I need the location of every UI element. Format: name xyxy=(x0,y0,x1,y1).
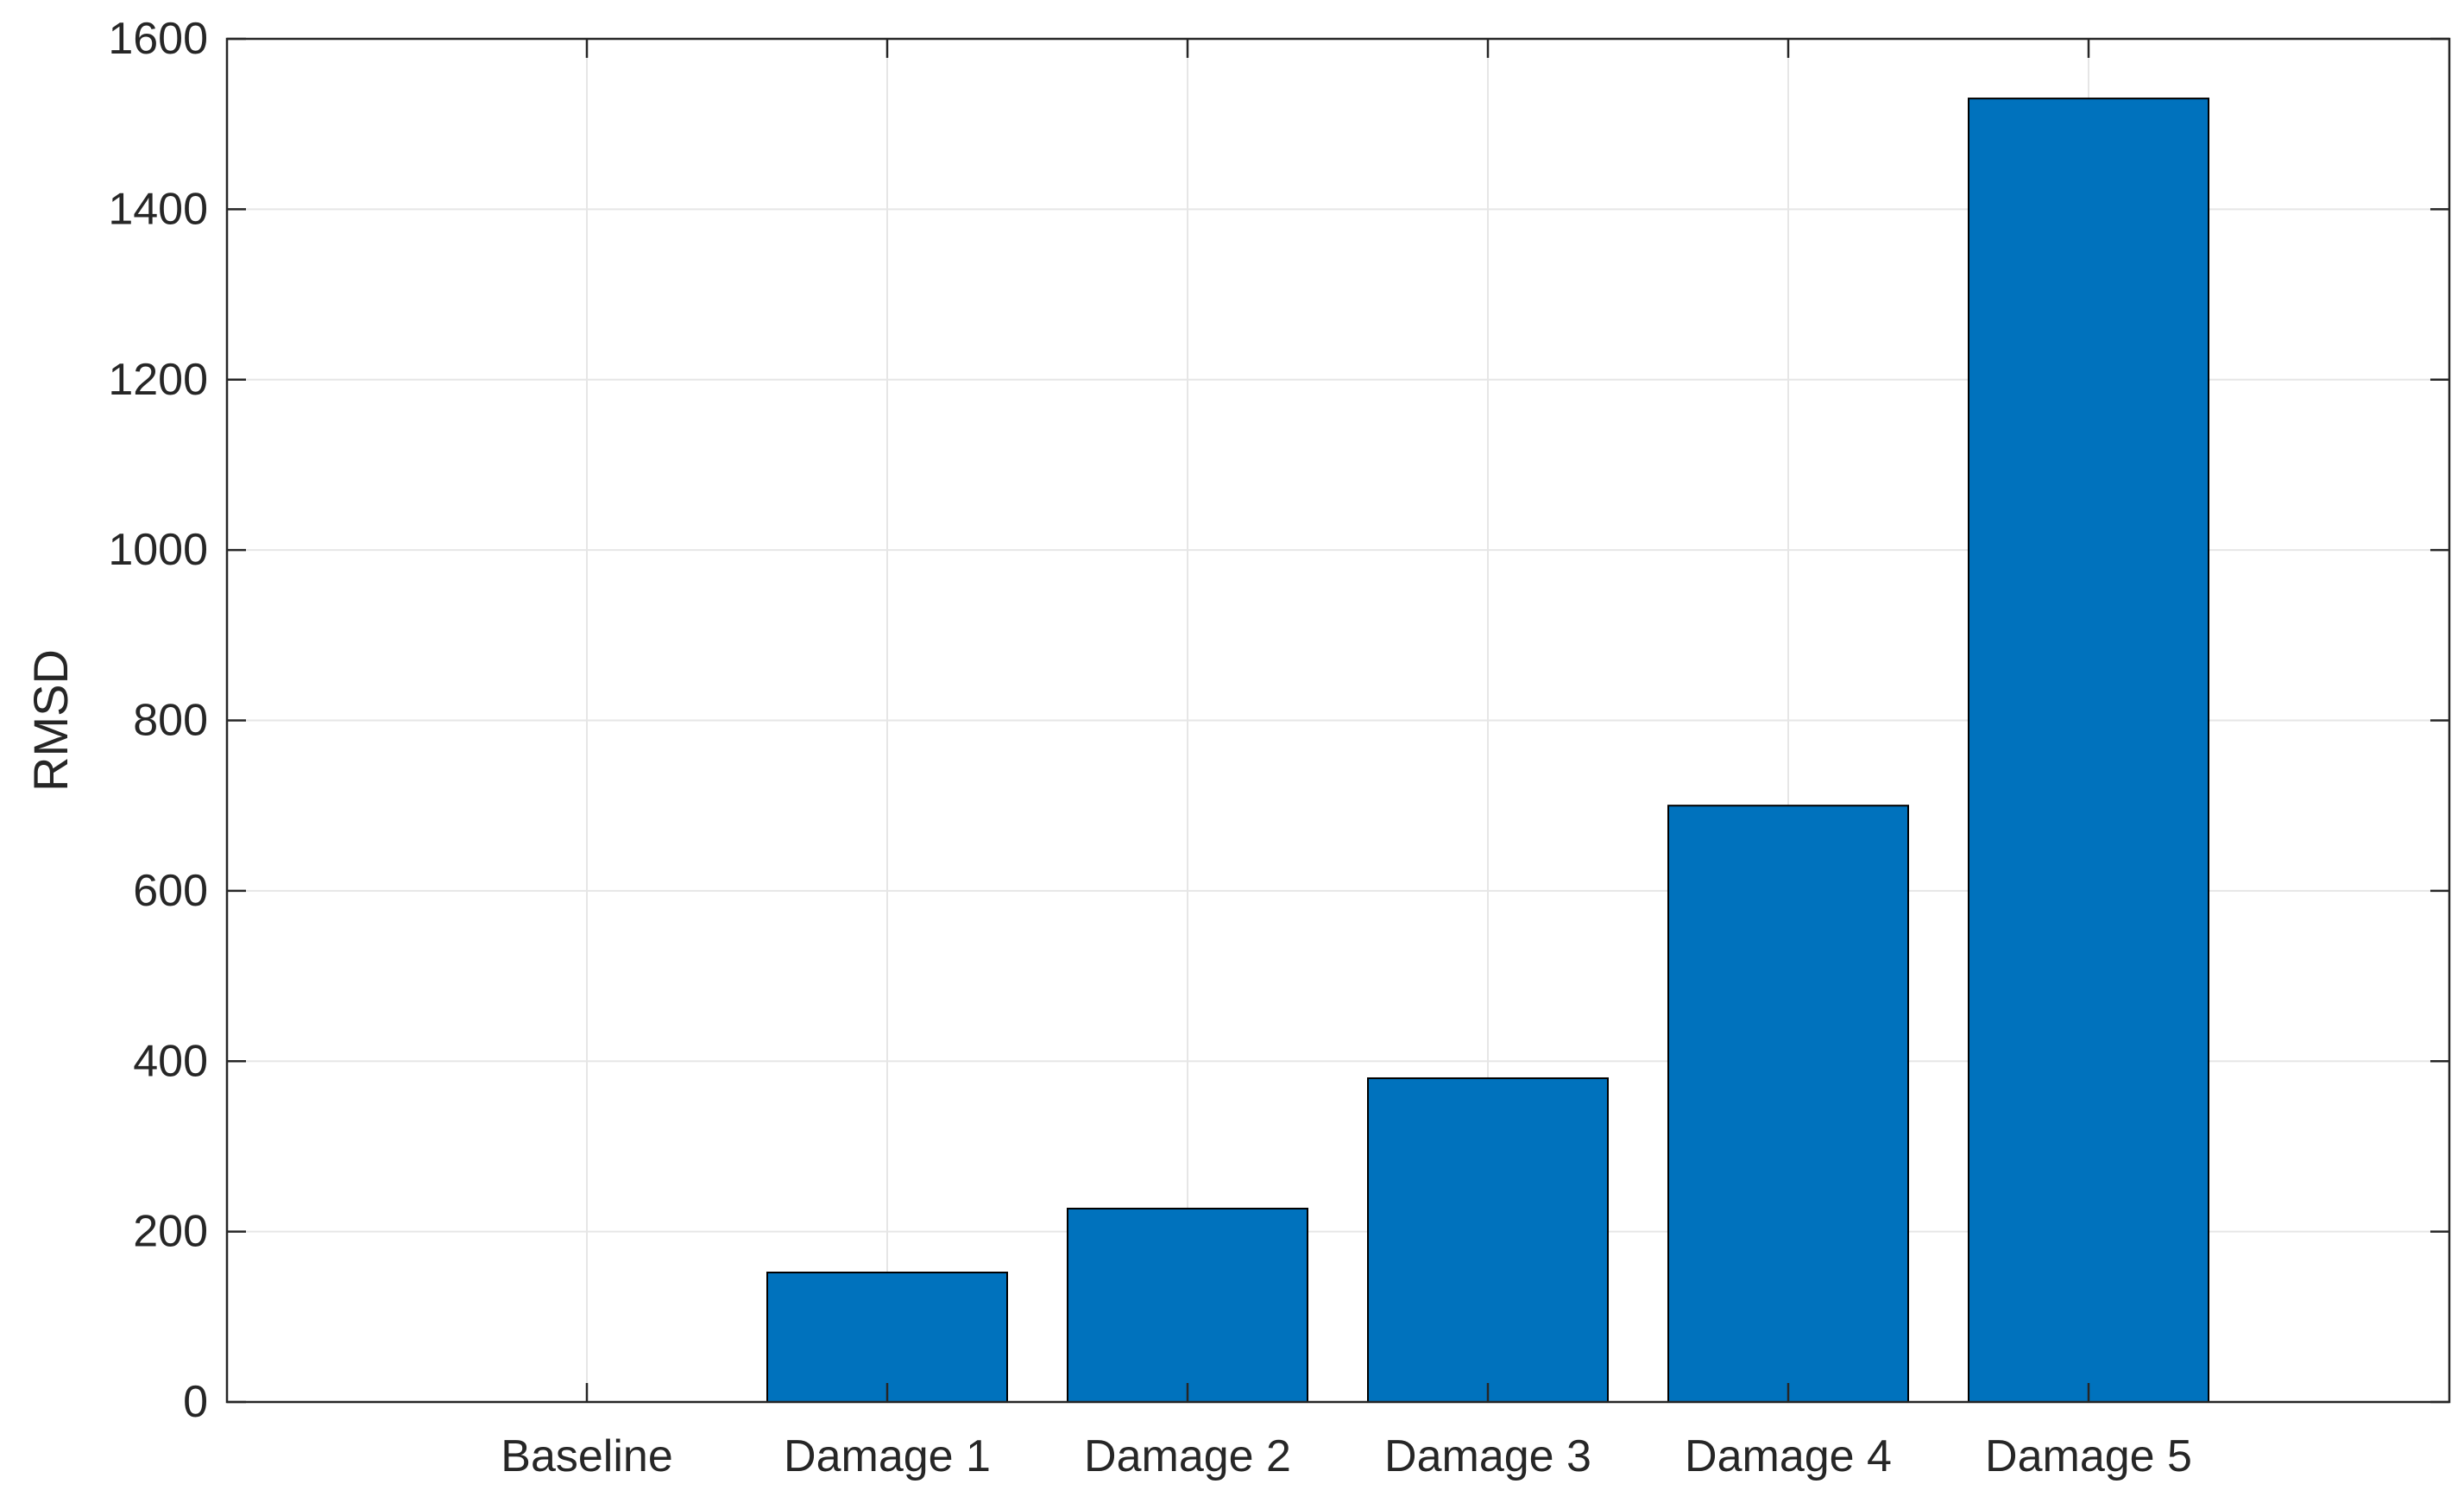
y-tick-label: 1400 xyxy=(108,184,208,234)
y-tick-label: 1000 xyxy=(108,525,208,575)
y-tick-label: 1200 xyxy=(108,355,208,405)
y-tick-label: 600 xyxy=(133,866,208,916)
x-tick-label: Damage 4 xyxy=(1685,1431,1892,1481)
bars xyxy=(766,98,2209,1404)
ticks xyxy=(227,37,2449,1404)
x-tick-labels: Baseline Damage 1 Damage 2 Damage 3 Damage 4… xyxy=(501,1431,2192,1481)
y-tick-label: 200 xyxy=(133,1207,208,1257)
y-tick-label: 1600 xyxy=(108,14,208,64)
x-tick-label: Damage 3 xyxy=(1384,1431,1591,1481)
bar-damage-5 xyxy=(1968,98,2209,1403)
y-tick-label: 400 xyxy=(133,1036,208,1086)
bar-damage-1 xyxy=(766,1271,1008,1403)
bar-damage-4 xyxy=(1667,805,1909,1403)
x-tick-label: Damage 2 xyxy=(1084,1431,1291,1481)
y-tick-labels: 0 200 400 600 800 1000 1200 1400 1600 xyxy=(108,14,208,1427)
bar-damage-2 xyxy=(1067,1207,1308,1403)
x-tick-label: Baseline xyxy=(501,1431,672,1481)
y-tick-label: 0 xyxy=(183,1377,208,1427)
y-axis-label: RMSD xyxy=(23,649,78,792)
y-tick-label: 800 xyxy=(133,696,208,746)
bar-damage-3 xyxy=(1367,1077,1609,1404)
x-tick-label: Damage 5 xyxy=(1985,1431,2192,1481)
x-tick-label: Damage 1 xyxy=(784,1431,991,1481)
